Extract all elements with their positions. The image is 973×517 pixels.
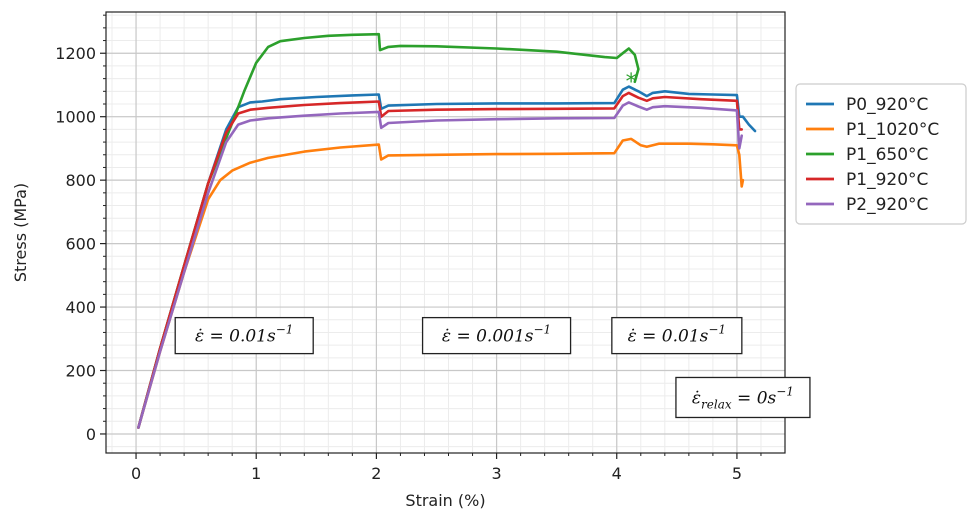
x-tick-label: 2 <box>371 464 381 483</box>
series-line-P2_920°C <box>137 101 743 429</box>
legend-label: P0_920°C <box>846 95 928 115</box>
annotation-box: ε̇ = 0.001s−1 <box>421 316 572 355</box>
x-tick-label: 3 <box>491 464 501 483</box>
legend: P0_920°C P1_1020°C P1_650°C P1_920°C P2_920°… <box>795 83 967 225</box>
x-tick-label: 1 <box>251 464 261 483</box>
y-tick-label: 200 <box>65 362 96 381</box>
plot-frame <box>105 11 786 454</box>
annotation-text: ε̇ = 0.01s−1 <box>195 323 293 347</box>
series-line-P1_920°C <box>137 91 743 429</box>
series-layer <box>137 32 757 429</box>
ticks-layer: 0 1 2 3 4 5 0 200 400 600 800 1000 1200 <box>55 14 762 483</box>
annotation-text: ε̇relax = 0s−1 <box>692 384 794 411</box>
series-line-P0_920°C <box>137 85 757 429</box>
annotation-frame <box>611 316 743 355</box>
series-end-marker: * <box>626 70 637 95</box>
annotation-frame <box>174 316 314 355</box>
x-tick-label: 4 <box>612 464 622 483</box>
legend-label: P1_1020°C <box>846 120 939 140</box>
annotation-box: ε̇ = 0.01s−1 <box>174 316 314 355</box>
y-tick-label: 1000 <box>55 108 96 127</box>
y-tick-label: 400 <box>65 298 96 317</box>
y-tick-label: 600 <box>65 235 96 254</box>
annotation-frame <box>675 376 811 419</box>
annotation-box: ε̇ = 0.01s−1 <box>611 316 743 355</box>
series-line-P1_1020°C <box>137 137 745 429</box>
annotation-frame <box>421 316 572 355</box>
x-tick-label: 0 <box>131 464 141 483</box>
y-axis-label: Stress (MPa) <box>11 183 30 282</box>
y-tick-label: 1200 <box>55 44 96 63</box>
annotation-box: ε̇relax = 0s−1 <box>675 376 811 419</box>
legend-label: P1_920°C <box>846 170 928 190</box>
annotation-layer: ε̇ = 0.01s−1 ε̇ = 0.001s−1 ε̇ = 0.01s−1 ε̇r… <box>174 316 811 419</box>
y-tick-label: 800 <box>65 171 96 190</box>
y-tick-label: 0 <box>86 425 96 444</box>
marker-layer: * <box>626 70 637 95</box>
legend-frame <box>795 83 967 225</box>
x-axis-label: Strain (%) <box>405 491 485 510</box>
legend-label: P2_920°C <box>846 195 928 215</box>
annotation-text: ε̇ = 0.01s−1 <box>628 323 726 347</box>
annotation-text: ε̇ = 0.001s−1 <box>442 323 551 347</box>
major-grid <box>106 12 785 453</box>
x-tick-label: 5 <box>732 464 742 483</box>
legend-label: P1_650°C <box>846 145 928 165</box>
